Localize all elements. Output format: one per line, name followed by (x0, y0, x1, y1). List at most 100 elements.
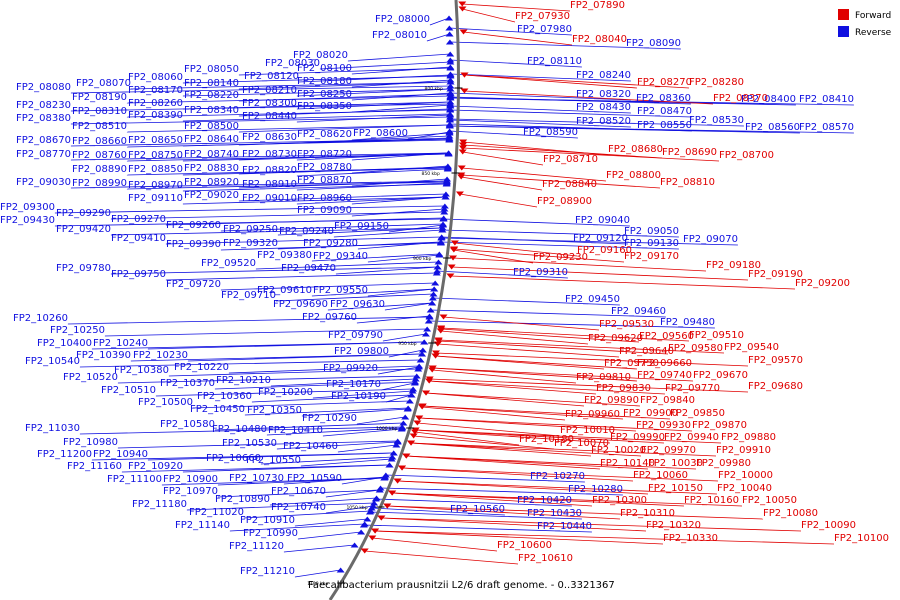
forward-gene-label: FP2_10320 (646, 520, 701, 531)
reverse-leader-line (67, 316, 430, 325)
reverse-gene-label: FP2_10580 (160, 419, 215, 430)
reverse-gene-label: FP2_11160 (67, 461, 122, 472)
reverse-leader-line (367, 254, 440, 263)
forward-gene-arrow (413, 420, 422, 426)
reverse-gene-arrow (428, 295, 437, 301)
forward-gene-arrow (436, 328, 445, 334)
reverse-leader-line (110, 211, 445, 220)
reverse-gene-label: FP2_10940 (93, 449, 148, 460)
reverse-gene-label: FP2_10380 (114, 365, 169, 376)
reverse-leader-line (165, 217, 444, 226)
forward-leader-line (462, 3, 571, 12)
genome-backbone (328, 0, 460, 600)
reverse-leader-line (70, 85, 451, 94)
reverse-gene-arrow (418, 347, 427, 353)
reverse-leader-line (311, 253, 440, 262)
reverse-leader-line (312, 390, 413, 399)
scale-ticks: 800 kbp 850 kbp 900 kbp 950 kbp 1000 kbp 1050… (307, 86, 463, 587)
forward-gene-label: FP2_09230 (533, 252, 588, 263)
forward-gene-label: FP2_10600 (497, 540, 552, 551)
reverse-gene-arrow (445, 135, 454, 141)
reverse-gene-label: FP2_09480 (660, 317, 715, 328)
reverse-gene-label: FP2_08080 (16, 82, 71, 93)
reverse-gene-label: FP2_10560 (450, 504, 505, 515)
reverse-gene-label: FP2_10360 (197, 391, 252, 402)
reverse-gene-label: FP2_08780 (297, 162, 352, 173)
reverse-gene-label: FP2_08620 (297, 129, 352, 140)
reverse-gene-label: FP2_08020 (293, 50, 348, 61)
reverse-gene-label: FP2_10170 (326, 379, 381, 390)
reverse-leader-line (450, 109, 692, 118)
reverse-gene-arrow (426, 307, 435, 313)
forward-gene-arrow (409, 433, 418, 439)
forward-leader-line (419, 417, 637, 432)
reverse-leader-line (277, 227, 443, 236)
reverse-leader-line (375, 498, 572, 507)
reverse-gene-arrow (430, 286, 439, 292)
reverse-gene-label: FP2_09070 (683, 234, 738, 245)
forward-leader-line (411, 442, 592, 457)
reverse-gene-arrow (381, 472, 390, 478)
forward-gene-arrow (431, 350, 440, 356)
forward-gene-arrow (447, 264, 456, 270)
reverse-gene-label: FP2_08430 (576, 102, 631, 113)
forward-leader-line (443, 316, 600, 331)
reverse-leader-line (79, 426, 403, 435)
forward-leader-line (392, 492, 593, 507)
reverse-gene-arrow (401, 414, 410, 420)
scale-tick-label: 950 kbp (398, 341, 416, 347)
forward-gene-arrow (460, 72, 469, 78)
forward-leader-line (426, 392, 585, 407)
forward-leader-line (406, 455, 649, 470)
forward-gene-label: FP2_10610 (518, 553, 573, 564)
reverse-gene-label: FP2_10900 (163, 474, 218, 485)
forward-leader-line (397, 480, 649, 495)
reverse-gene-arrow (446, 83, 455, 89)
forward-leader-line (397, 480, 718, 495)
forward-leader-line (437, 343, 620, 358)
reverse-gene-label: FP2_09280 (303, 238, 358, 249)
reverse-gene-label: FP2_10250 (50, 325, 105, 336)
forward-gene-arrow (439, 314, 448, 320)
reverse-gene-arrow (416, 357, 425, 363)
reverse-gene-label: FP2_08870 (297, 175, 352, 186)
forward-gene-label: FP2_09880 (721, 432, 776, 443)
reverse-gene-arrow (420, 339, 429, 345)
reverse-gene-label: FP2_09760 (302, 312, 357, 323)
forward-leader-line (462, 147, 720, 162)
reverse-leader-line (384, 302, 433, 311)
forward-gene-label: FP2_09180 (706, 260, 761, 271)
reverse-leader-line (327, 302, 433, 311)
reverse-leader-line (168, 368, 419, 377)
reverse-gene-arrow (405, 398, 414, 404)
reverse-gene-label: FP2_10460 (283, 441, 338, 452)
reverse-gene-label: FP2_09720 (166, 279, 221, 290)
forward-gene-label: FP2_10080 (763, 508, 818, 519)
reverse-leader-line (220, 282, 436, 291)
reverse-leader-line (238, 67, 451, 76)
forward-gene-label: FP2_09890 (584, 395, 639, 406)
reverse-leader-line (382, 333, 426, 342)
forward-gene-label: FP2_08840 (542, 179, 597, 190)
reverse-gene-label: FP2_10290 (302, 413, 357, 424)
reverse-gene-label: FP2_10590 (287, 473, 342, 484)
forward-leader-line (432, 367, 638, 382)
reverse-gene-label: FP2_07980 (517, 24, 572, 35)
reverse-gene-arrow (336, 567, 345, 573)
reverse-gene-label: FP2_08750 (128, 150, 183, 161)
forward-gene-label: FP2_08810 (660, 177, 715, 188)
forward-gene-arrow (446, 273, 455, 279)
forward-gene-arrow (368, 535, 377, 541)
reverse-leader-line (380, 487, 623, 496)
forward-gene-arrow (383, 503, 392, 509)
reverse-leader-line (283, 476, 386, 485)
reverse-leader-line (147, 341, 425, 350)
reverse-gene-arrow (385, 462, 394, 468)
forward-leader-line (459, 193, 538, 208)
reverse-leader-line (70, 180, 447, 189)
reverse-gene-label: FP2_09030 (16, 177, 71, 188)
reverse-gene-label: FP2_09610 (257, 285, 312, 296)
forward-gene-label: FP2_09830 (596, 383, 651, 394)
reverse-leader-line (251, 394, 412, 403)
forward-gene-label: FP2_09960 (565, 409, 620, 420)
